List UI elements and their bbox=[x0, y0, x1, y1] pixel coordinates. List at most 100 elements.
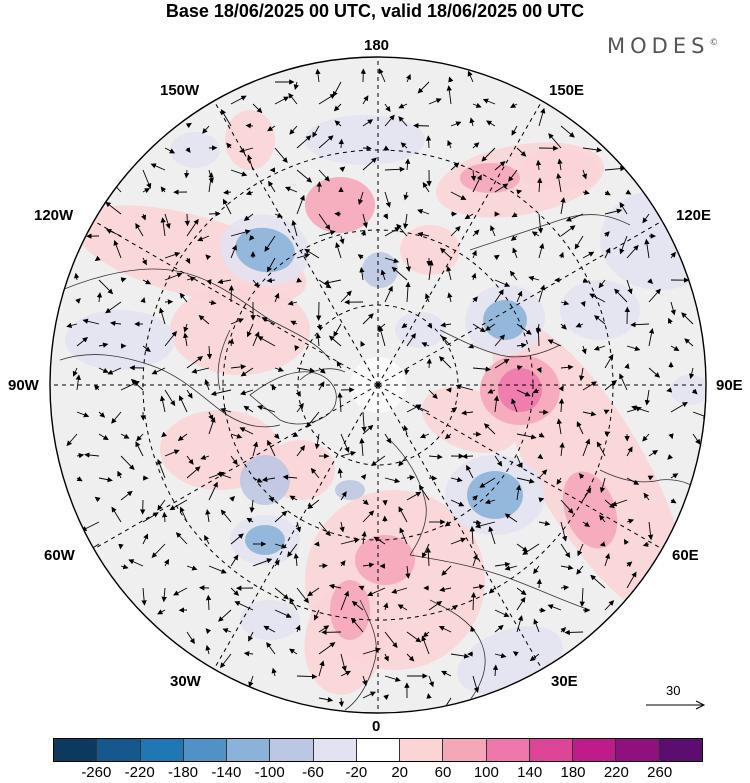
wind-vector bbox=[531, 231, 540, 237]
wind-vector bbox=[228, 338, 235, 347]
wind-vector bbox=[604, 190, 611, 196]
wind-vector bbox=[421, 342, 430, 348]
wind-vector bbox=[220, 653, 232, 669]
wind-vector bbox=[360, 340, 366, 347]
wind-vector bbox=[261, 476, 276, 482]
wind-vector bbox=[482, 98, 496, 105]
wind-vector bbox=[470, 592, 477, 611]
wind-vector bbox=[582, 521, 591, 528]
wind-vector bbox=[599, 477, 606, 493]
wind-vector bbox=[274, 587, 289, 600]
wind-vector bbox=[625, 189, 632, 195]
wind-vector bbox=[581, 345, 587, 355]
wind-vector bbox=[367, 587, 386, 597]
wind-vector bbox=[159, 395, 166, 413]
wind-vector bbox=[333, 323, 342, 337]
wind-vector bbox=[205, 509, 211, 523]
wind-vector bbox=[288, 92, 298, 105]
coastline bbox=[344, 599, 377, 711]
wind-vector bbox=[538, 432, 545, 438]
wind-vector bbox=[401, 322, 408, 329]
wind-vector bbox=[294, 345, 300, 352]
wind-vector bbox=[560, 300, 570, 306]
wind-vector bbox=[614, 288, 628, 303]
wind-vector bbox=[631, 405, 650, 413]
wind-vector bbox=[316, 323, 322, 331]
wind-vector bbox=[493, 395, 500, 413]
wind-vector bbox=[141, 257, 147, 266]
wind-vector bbox=[208, 172, 214, 193]
wind-vector bbox=[406, 474, 416, 481]
wind-vector bbox=[339, 235, 345, 245]
wind-vector bbox=[593, 345, 606, 351]
wind-vector bbox=[110, 320, 122, 327]
colorbar-cell bbox=[529, 739, 574, 761]
wind-vector bbox=[198, 315, 210, 325]
wind-vector bbox=[76, 337, 88, 347]
wind-vector bbox=[208, 416, 216, 435]
lon-label-120w: 120W bbox=[34, 207, 74, 224]
wind-vector bbox=[72, 367, 78, 377]
wind-vector bbox=[66, 322, 78, 329]
wind-vector bbox=[252, 279, 260, 288]
colorbar-tick-label: -140 bbox=[211, 764, 242, 781]
wind-vector bbox=[362, 424, 374, 435]
wind-vector bbox=[96, 292, 103, 303]
copyright-mark: © bbox=[709, 38, 719, 48]
wind-vector bbox=[560, 364, 574, 370]
wind-vector bbox=[494, 161, 506, 171]
wind-vector bbox=[509, 270, 518, 281]
colorbar-cell bbox=[227, 739, 271, 761]
wind-vector bbox=[98, 342, 109, 348]
wind-vector bbox=[318, 697, 334, 703]
wind-vector bbox=[398, 506, 408, 523]
colorbar-tick-label: -100 bbox=[254, 764, 285, 781]
wind-vector bbox=[558, 251, 564, 259]
wind-vector bbox=[484, 323, 496, 331]
wind-vector bbox=[351, 617, 364, 633]
wind-vector bbox=[516, 323, 532, 335]
wind-vector bbox=[472, 296, 478, 303]
wind-vector bbox=[576, 565, 584, 575]
wind-vector bbox=[538, 284, 546, 303]
anomaly-blob bbox=[330, 580, 370, 640]
wind-vector bbox=[535, 159, 542, 171]
wind-vector bbox=[296, 277, 303, 283]
wind-vector bbox=[538, 497, 545, 503]
wind-vector bbox=[142, 188, 151, 194]
wind-vector bbox=[494, 183, 509, 193]
wind-vector bbox=[362, 499, 369, 505]
wind-vector bbox=[426, 693, 432, 699]
wind-vector bbox=[399, 527, 408, 545]
wind-vector bbox=[689, 367, 695, 380]
wind-vector bbox=[670, 473, 679, 479]
wind-vector bbox=[318, 93, 336, 105]
wind-vector bbox=[472, 519, 482, 526]
wind-vector bbox=[151, 543, 166, 558]
wind-vector bbox=[340, 560, 346, 567]
wind-vector bbox=[504, 565, 518, 571]
wind-vector bbox=[289, 125, 298, 135]
wind-vector bbox=[560, 521, 568, 542]
wind-vector bbox=[556, 173, 562, 193]
wind-vector bbox=[315, 68, 321, 83]
anomaly-blob bbox=[400, 225, 460, 275]
anomaly-blob bbox=[225, 110, 275, 170]
wind-vector bbox=[358, 585, 365, 591]
wind-vector bbox=[596, 441, 606, 457]
wind-vector bbox=[338, 138, 344, 149]
wind-vector bbox=[263, 625, 276, 633]
wind-vector bbox=[472, 495, 478, 501]
wind-vector bbox=[206, 279, 212, 286]
colorbar-cell bbox=[356, 739, 401, 761]
wind-vector bbox=[667, 317, 673, 325]
colorbar-cell bbox=[313, 739, 357, 761]
wind-vector bbox=[107, 367, 122, 375]
wind-vector bbox=[186, 565, 198, 571]
wind-vector bbox=[160, 217, 166, 237]
wind-vector bbox=[268, 180, 276, 193]
wind-vector bbox=[318, 367, 326, 374]
wind-vector bbox=[455, 384, 474, 391]
wind-vector bbox=[418, 484, 430, 501]
wind-vector bbox=[98, 433, 109, 441]
